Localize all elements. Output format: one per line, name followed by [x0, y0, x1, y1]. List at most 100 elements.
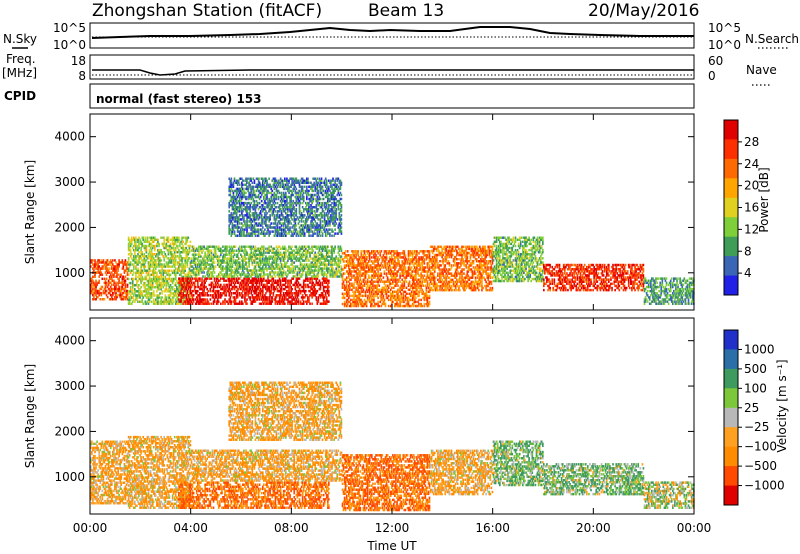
power-cell: [223, 292, 225, 295]
power-cell: [246, 267, 248, 270]
power-cell: [331, 263, 333, 266]
power-cell: [325, 247, 328, 250]
power-cell: [233, 212, 236, 215]
power-cell: [182, 244, 184, 248]
power-cell: [252, 216, 255, 219]
power-cell: [277, 183, 280, 187]
power-cell: [106, 269, 109, 272]
power-cell: [152, 263, 155, 266]
power-cell: [274, 220, 277, 223]
power-cell: [159, 300, 161, 303]
power-cell: [301, 232, 304, 235]
power-cell: [163, 238, 166, 242]
power-cell: [266, 232, 268, 235]
power-cell: [127, 302, 130, 305]
power-cell: [147, 290, 150, 293]
power-cell: [303, 222, 306, 225]
power-cell: [292, 187, 295, 191]
power-cell: [242, 228, 244, 231]
power-cell: [308, 259, 310, 262]
power-cell: [168, 296, 171, 299]
power-cell: [276, 263, 279, 266]
power-cell: [198, 263, 200, 266]
power-cell: [241, 197, 243, 201]
power-cell: [102, 259, 105, 262]
power-cell: [138, 259, 140, 262]
power-cell: [277, 210, 280, 213]
power-cell: [246, 222, 248, 225]
power-cell: [221, 251, 223, 254]
power-cell: [296, 279, 299, 282]
power-cell: [275, 294, 278, 297]
power-cell: [170, 279, 173, 283]
power-cell: [249, 210, 252, 213]
power-cell: [265, 296, 267, 299]
power-cell: [266, 224, 268, 227]
power-cell: [148, 288, 151, 291]
power-cell: [231, 185, 234, 189]
power-cell: [119, 273, 122, 276]
power-cell: [100, 287, 103, 291]
power-cell: [268, 245, 270, 248]
power-cell: [109, 285, 112, 289]
power-cell: [271, 230, 274, 233]
power-cell: [230, 259, 233, 262]
power-cell: [298, 289, 301, 293]
power-cell: [133, 259, 135, 262]
power-cell: [278, 300, 281, 303]
power-cell: [311, 245, 313, 248]
power-cell: [158, 261, 160, 264]
power-cell: [249, 214, 252, 217]
power-cell: [249, 224, 252, 227]
power-cell: [282, 292, 285, 295]
power-cell: [215, 257, 218, 260]
power-cell: [320, 263, 323, 266]
power-cell: [228, 230, 231, 233]
power-cell: [278, 296, 281, 299]
power-cell: [168, 277, 171, 281]
power-cell: [97, 291, 99, 295]
power-cell: [123, 269, 126, 272]
power-cell: [262, 259, 264, 262]
power-cell: [248, 265, 250, 268]
power-cell: [253, 296, 256, 299]
power-cell: [308, 226, 310, 229]
power-cell: [264, 201, 266, 205]
power-cell: [114, 265, 116, 268]
power-cell: [247, 216, 249, 219]
power-cell: [246, 181, 248, 185]
power-cell: [306, 230, 308, 233]
power-cell: [96, 289, 98, 293]
power-cell: [312, 289, 314, 293]
power-cell: [181, 275, 183, 279]
power-cell: [176, 244, 178, 248]
power-cell: [293, 224, 296, 227]
power-cell: [182, 298, 184, 301]
power-cell: [270, 263, 273, 266]
power-cell: [186, 283, 189, 287]
power-cell: [262, 245, 264, 248]
power-cell: [203, 247, 205, 250]
power-cell: [186, 298, 189, 301]
power-cell: [93, 263, 95, 266]
power-cell: [325, 269, 328, 272]
power-cell: [187, 236, 190, 239]
power-cell: [188, 277, 191, 281]
power-cell: [322, 261, 325, 264]
power-cell: [255, 261, 258, 264]
power-cell: [250, 279, 253, 282]
power-cell: [285, 204, 287, 207]
power-cell: [279, 204, 282, 207]
power-cell: [315, 277, 318, 280]
power-cell: [295, 292, 298, 295]
power-cell: [273, 191, 276, 195]
power-cell: [303, 283, 306, 287]
power-cell: [149, 281, 152, 285]
power-cell: [169, 253, 172, 256]
power-cell: [263, 271, 265, 274]
power-cell: [90, 259, 92, 262]
power-cell: [331, 253, 333, 256]
power-cell: [182, 246, 184, 250]
power-cell: [169, 238, 172, 242]
power-cell: [298, 206, 301, 209]
